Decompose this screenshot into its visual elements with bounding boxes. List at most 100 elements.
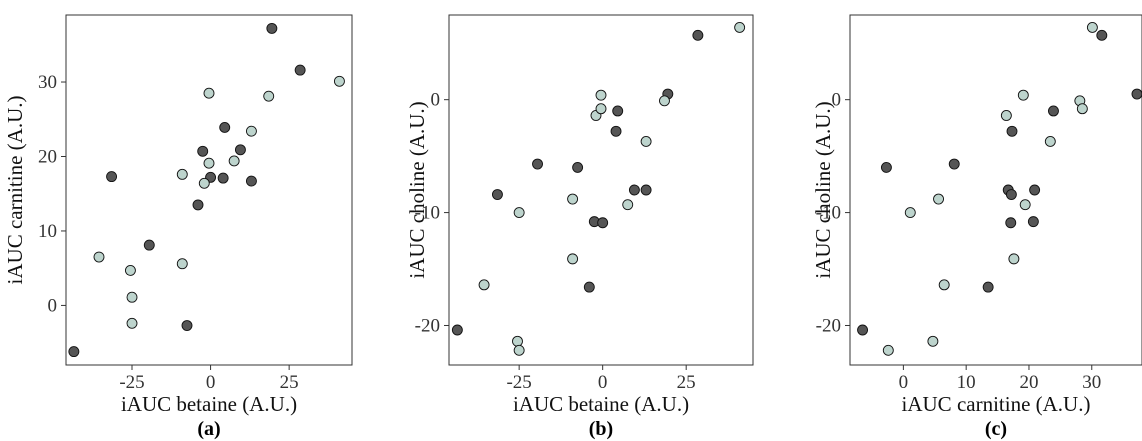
y-tick-label-b: 0 (431, 90, 441, 111)
x-axis-label-b: iAUC betaine (A.U.) (513, 392, 689, 416)
data-point-b-series-2 (567, 253, 579, 265)
data-point-c-series-2 (1017, 89, 1029, 101)
data-point-b-series-2 (595, 89, 607, 101)
data-point-a-series-2 (126, 291, 138, 303)
y-tick-label-c: 0 (832, 90, 842, 111)
plot-frame-b (448, 14, 754, 366)
data-point-c-series-2 (1086, 21, 1098, 33)
data-point-a-series-2 (203, 157, 215, 169)
data-point-c-series-2 (933, 193, 944, 205)
scatter-panel-a: -25 0 25 0 10 20 30 iAUC betaine (A.U.) iAUC c… (3, 14, 353, 440)
data-point-b-series-1 (692, 29, 704, 41)
data-point-a-series-2 (176, 168, 188, 180)
data-point-c-series-2 (1008, 253, 1020, 265)
data-point-a-series-2 (124, 264, 136, 276)
panel-label-c: (c) (985, 418, 1007, 440)
x-tick-label-b: 0 (598, 372, 608, 393)
y-tick-label-c: -20 (816, 315, 841, 336)
data-point-b-series-2 (734, 21, 746, 33)
data-point-a-series-2 (93, 251, 105, 263)
data-point-b-series-2 (513, 207, 525, 219)
x-tick-label-a: -25 (119, 372, 144, 393)
data-point-b-series-1 (610, 125, 622, 137)
y-tick-label-b: -20 (415, 315, 440, 336)
data-point-c-series-2 (1076, 103, 1088, 115)
x-tick-label-c: 30 (1082, 372, 1101, 393)
data-point-c-series-1 (1006, 125, 1018, 137)
data-point-b-series-1 (491, 189, 503, 200)
data-point-a-series-2 (176, 258, 188, 270)
data-point-b-series-2 (659, 95, 670, 107)
data-point-b-series-1 (612, 105, 624, 117)
y-axis-label-c: iAUC choline (A.U.) (811, 101, 835, 278)
data-point-c-series-2 (904, 207, 916, 219)
data-point-c-series-1 (1131, 88, 1142, 100)
data-point-a-series-2 (263, 90, 275, 102)
data-point-a-series-1 (143, 239, 155, 251)
ticks-group-b: -25 0 25 -20 -10 0 (415, 90, 696, 393)
points-group-c (857, 21, 1142, 356)
data-point-c-series-1 (880, 161, 892, 173)
scatter-panel-c: 0 10 20 30 -20 -10 0 iAUC carnitine (A.U.) iAU… (811, 14, 1142, 440)
data-point-a-series-1 (217, 172, 229, 184)
data-point-c-series-1 (1005, 217, 1017, 229)
points-group-b (451, 21, 746, 356)
data-point-a-series-1 (106, 171, 118, 183)
data-point-b-series-1 (532, 158, 543, 170)
y-tick-label-c: -10 (816, 203, 841, 224)
data-point-b-series-1 (451, 324, 463, 336)
data-point-a-series-2 (198, 177, 210, 189)
data-point-a-series-1 (68, 346, 80, 358)
data-point-c-series-2 (1019, 199, 1031, 211)
y-tick-label-a: 20 (38, 146, 57, 167)
ticks-group-a: -25 0 25 0 10 20 30 (38, 72, 299, 393)
y-tick-label-a: 10 (38, 221, 57, 242)
x-tick-label-c: 0 (899, 372, 909, 393)
data-point-a-series-1 (181, 320, 193, 331)
data-point-c-series-2 (1044, 136, 1056, 147)
data-point-c-series-2 (938, 279, 950, 291)
x-tick-label-a: 0 (206, 372, 216, 393)
x-tick-label-c: 20 (1019, 372, 1038, 393)
data-point-a-series-1 (266, 22, 278, 34)
points-group-a (68, 22, 345, 358)
panel-label-b: (b) (589, 418, 613, 440)
x-tick-label-a: 25 (280, 372, 299, 393)
data-point-b-series-1 (572, 161, 584, 173)
data-point-b-series-2 (622, 199, 634, 211)
data-point-a-series-2 (126, 317, 138, 329)
data-point-a-series-1 (245, 175, 257, 187)
data-point-b-series-2 (512, 335, 523, 347)
data-point-a-series-2 (333, 75, 345, 87)
data-point-a-series-1 (234, 144, 246, 156)
data-point-b-series-1 (640, 184, 652, 196)
data-point-b-series-2 (640, 136, 652, 147)
data-point-a-series-1 (294, 64, 306, 76)
data-point-c-series-1 (1005, 189, 1017, 200)
y-tick-label-a: 0 (48, 295, 58, 316)
data-point-a-series-2 (203, 87, 215, 99)
panel-label-a: (a) (197, 418, 220, 440)
x-tick-label-b: -25 (506, 372, 531, 393)
data-point-c-series-1 (948, 158, 960, 170)
y-tick-label-b: -10 (415, 203, 440, 224)
data-point-c-series-1 (857, 324, 869, 336)
data-point-c-series-1 (1029, 184, 1041, 196)
data-point-c-series-1 (1096, 29, 1108, 41)
y-axis-label-a: iAUC carnitine (A.U.) (3, 96, 27, 285)
data-point-b-series-2 (567, 193, 579, 205)
data-point-a-series-1 (219, 121, 231, 133)
x-tick-label-b: 25 (677, 372, 696, 393)
data-point-c-series-2 (1000, 110, 1012, 121)
data-point-c-series-2 (927, 335, 939, 347)
x-axis-label-c: iAUC carnitine (A.U.) (902, 392, 1091, 416)
data-point-c-series-2 (882, 344, 894, 356)
data-point-b-series-1 (583, 281, 595, 293)
data-point-a-series-1 (192, 199, 204, 211)
data-point-a-series-1 (197, 145, 209, 157)
data-point-c-series-1 (1048, 105, 1059, 117)
plot-frame-c (849, 14, 1142, 366)
x-tick-label-c: 10 (957, 372, 976, 393)
data-point-a-series-2 (245, 125, 257, 137)
